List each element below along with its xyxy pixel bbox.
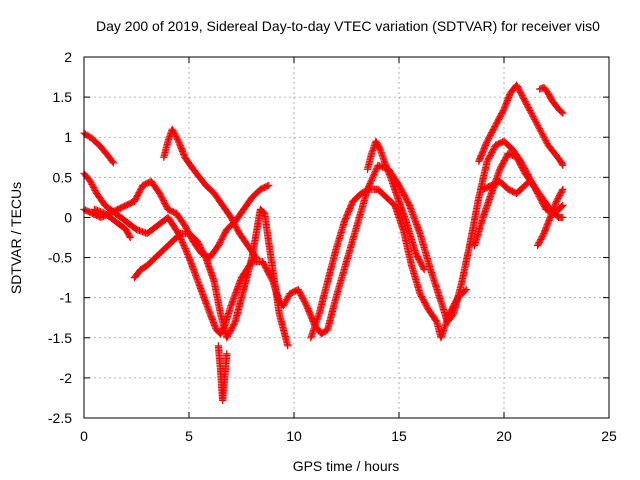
y-tick-label: -0.5 (48, 250, 72, 266)
y-axis-label: SDTVAR / TECUs (8, 182, 24, 294)
chart-title: Day 200 of 2019, Sidereal Day-to-day VTE… (96, 18, 600, 34)
y-tick-label: 2 (64, 49, 72, 65)
series-track (307, 185, 470, 342)
x-tick-label: 15 (391, 428, 407, 444)
data-point (558, 108, 566, 116)
data-point (558, 160, 566, 168)
data-point (461, 287, 469, 295)
y-tick-label: 1 (64, 129, 72, 145)
data-point (175, 231, 183, 239)
data-point (557, 157, 565, 165)
data-point (559, 161, 567, 169)
y-tick-label: -2 (60, 370, 73, 386)
x-tick-label: 10 (286, 428, 302, 444)
data-point (462, 286, 470, 294)
data-point (265, 181, 273, 189)
series-track (471, 149, 567, 250)
plot-frame (83, 56, 610, 419)
x-tick-label: 0 (80, 428, 88, 444)
y-tick-label: 0.5 (53, 169, 73, 185)
x-axis-label: GPS time / hours (293, 458, 400, 474)
data-point (559, 201, 567, 209)
y-tick-label: 1.5 (53, 89, 73, 105)
data-point (525, 177, 533, 185)
data-point (284, 342, 292, 350)
series-track (536, 83, 567, 117)
data-point (546, 93, 554, 101)
data-point (109, 159, 117, 167)
y-tick-label: -2.5 (48, 410, 72, 426)
series-track (80, 137, 567, 338)
data-point (559, 109, 567, 117)
series-track (214, 342, 231, 404)
data-point (524, 178, 532, 186)
x-tick-label: 20 (496, 428, 512, 444)
data-point (432, 316, 440, 324)
data-point (559, 213, 567, 221)
series-track (479, 177, 533, 197)
data-point (223, 350, 231, 358)
y-tick-labels: -2.5 -2 -1.5 -1 -0.5 0 0.5 1 1.5 2 (48, 49, 72, 426)
data-points (80, 81, 567, 404)
y-tick-label: 0 (64, 209, 72, 225)
data-point (125, 232, 134, 240)
y-tick-label: -1.5 (48, 330, 72, 346)
data-point (118, 203, 126, 211)
x-tick-labels: 0 5 10 15 20 25 (80, 428, 617, 444)
x-tick-label: 25 (601, 428, 617, 444)
series-track (160, 125, 260, 262)
data-point (420, 266, 428, 274)
data-point (90, 210, 98, 218)
series-track (475, 81, 567, 169)
data-point (126, 233, 134, 242)
series-track (80, 129, 117, 167)
data-point (559, 185, 567, 193)
series-track (363, 137, 428, 274)
series-track (90, 205, 134, 242)
y-tick-label: -1 (60, 290, 73, 306)
data-point (558, 203, 566, 211)
x-tick-label: 5 (185, 428, 193, 444)
series-track (534, 185, 567, 250)
series-track (130, 205, 292, 350)
